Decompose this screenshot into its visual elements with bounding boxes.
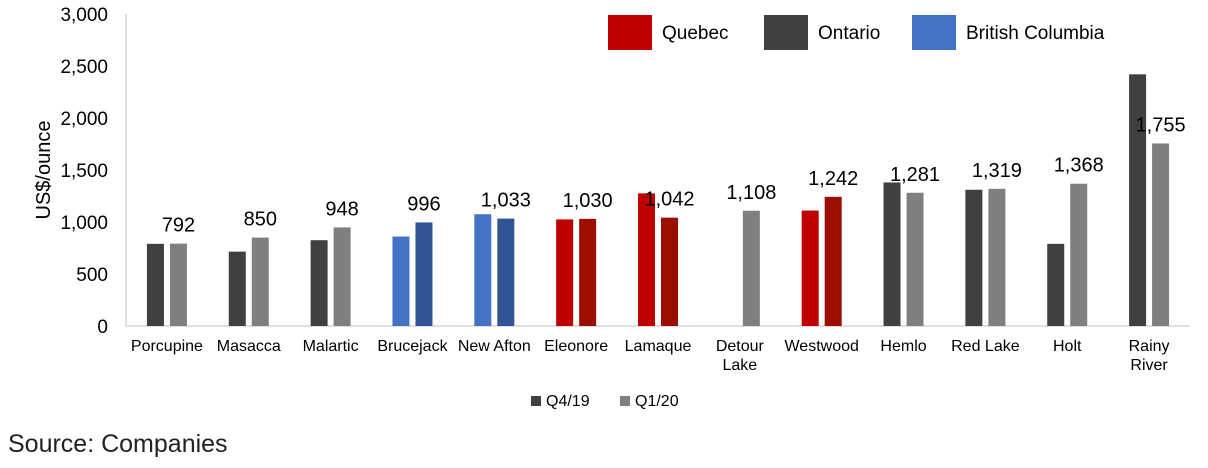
y-tick-labels: 0 500 1,000 1,500 2,000 2,500 3,000 (60, 5, 108, 338)
legend-swatch-ontario (764, 15, 808, 50)
bar-q1-red-lake (988, 188, 1006, 326)
data-label: 948 (325, 198, 358, 220)
bar-q1-rainy-river (1152, 143, 1170, 326)
x-tick-label: Porcupine (131, 338, 203, 355)
y-tick-label: 3,000 (60, 5, 108, 26)
data-label: 792 (162, 215, 195, 237)
x-tick-labels: Porcupine Masacca Malartic Brucejack New Aft… (131, 338, 1170, 374)
data-label: 996 (407, 193, 440, 215)
bar-q4-red-lake (965, 189, 983, 326)
x-tick-label: Masacca (217, 338, 281, 355)
bar-q4-new-afton (474, 214, 492, 326)
data-label: 1,108 (726, 182, 776, 204)
bar-q1-new-afton (497, 218, 515, 326)
y-tick-label: 0 (97, 317, 108, 338)
data-label: 1,319 (972, 160, 1022, 182)
x-tick-label: New Afton (458, 338, 531, 355)
x-tick-label: Detour Lake (716, 338, 765, 374)
x-tick-label: Lamaque (625, 338, 692, 355)
data-label: 1,281 (890, 164, 940, 186)
y-tick-label: 1,000 (60, 213, 108, 234)
series-legend: Q4/19 Q1/20 (531, 393, 679, 410)
y-tick-label: 2,000 (60, 109, 108, 130)
legend-label-british-columbia: British Columbia (966, 23, 1105, 44)
bar-q1-eleonore (579, 218, 597, 326)
bar-q4-malartic (310, 240, 328, 326)
bar-q4-brucejack (392, 236, 410, 326)
x-tick-label: Red Lake (951, 338, 1020, 355)
series-legend-swatch-q1 (620, 396, 630, 406)
y-axis-title: US$/ounce (33, 121, 55, 220)
legend-swatch-quebec (608, 15, 652, 50)
bar-q4-masacca (228, 251, 246, 326)
bar-q4-holt (1047, 243, 1065, 326)
x-tick-label: Brucejack (377, 338, 448, 355)
x-tick-label: Westwood (784, 338, 858, 355)
bar-q1-masacca (251, 237, 269, 326)
x-tick-label: Hemlo (880, 338, 926, 355)
y-tick-label: 500 (76, 265, 108, 286)
bars-group (146, 74, 1170, 326)
x-tick-label: Holt (1053, 338, 1082, 355)
x-tick-label: Rainy River (1129, 338, 1170, 374)
region-legend: Quebec Ontario British Columbia (608, 15, 1105, 50)
legend-swatch-british-columbia (912, 15, 956, 50)
source-note: Source: Companies (8, 430, 228, 458)
bar-q1-lamaque (661, 217, 678, 326)
data-label: 1,242 (808, 168, 858, 190)
data-labels: 792 850 948 996 1,033 1,030 1,042 1,108 1,242 1,2… (162, 114, 1186, 236)
data-label: 1,030 (563, 190, 613, 212)
series-legend-label-q1: Q1/20 (635, 393, 679, 410)
data-label: 1,368 (1054, 155, 1104, 177)
data-label: 1,033 (481, 190, 531, 212)
bar-q1-malartic (333, 227, 351, 326)
bar-q1-westwood (824, 196, 842, 326)
bar-q1-hemlo (906, 192, 924, 326)
bar-q1-porcupine (169, 243, 187, 326)
x-tick-label: Eleonore (544, 338, 608, 355)
y-tick-label: 1,500 (60, 161, 108, 182)
legend-label-ontario: Ontario (818, 23, 880, 44)
data-label: 1,042 (644, 189, 694, 211)
bar-q4-westwood (801, 210, 819, 326)
bar-q1-detour-lake (742, 210, 760, 326)
y-tick-label: 2,500 (60, 57, 108, 78)
data-label: 1,755 (1136, 114, 1186, 136)
bar-q4-lamaque (638, 193, 655, 326)
series-legend-swatch-q4 (531, 396, 541, 406)
bar-q4-porcupine (146, 243, 164, 326)
x-tick-label: Malartic (303, 338, 359, 355)
legend-label-quebec: Quebec (662, 23, 729, 44)
bar-q4-rainy-river (1129, 74, 1147, 326)
bar-q1-holt (1070, 183, 1088, 326)
data-label: 850 (244, 209, 277, 231)
series-legend-label-q4: Q4/19 (546, 393, 590, 410)
bar-q4-eleonore (556, 219, 574, 326)
bar-q4-hemlo (883, 182, 901, 326)
bar-q1-brucejack (415, 222, 433, 326)
